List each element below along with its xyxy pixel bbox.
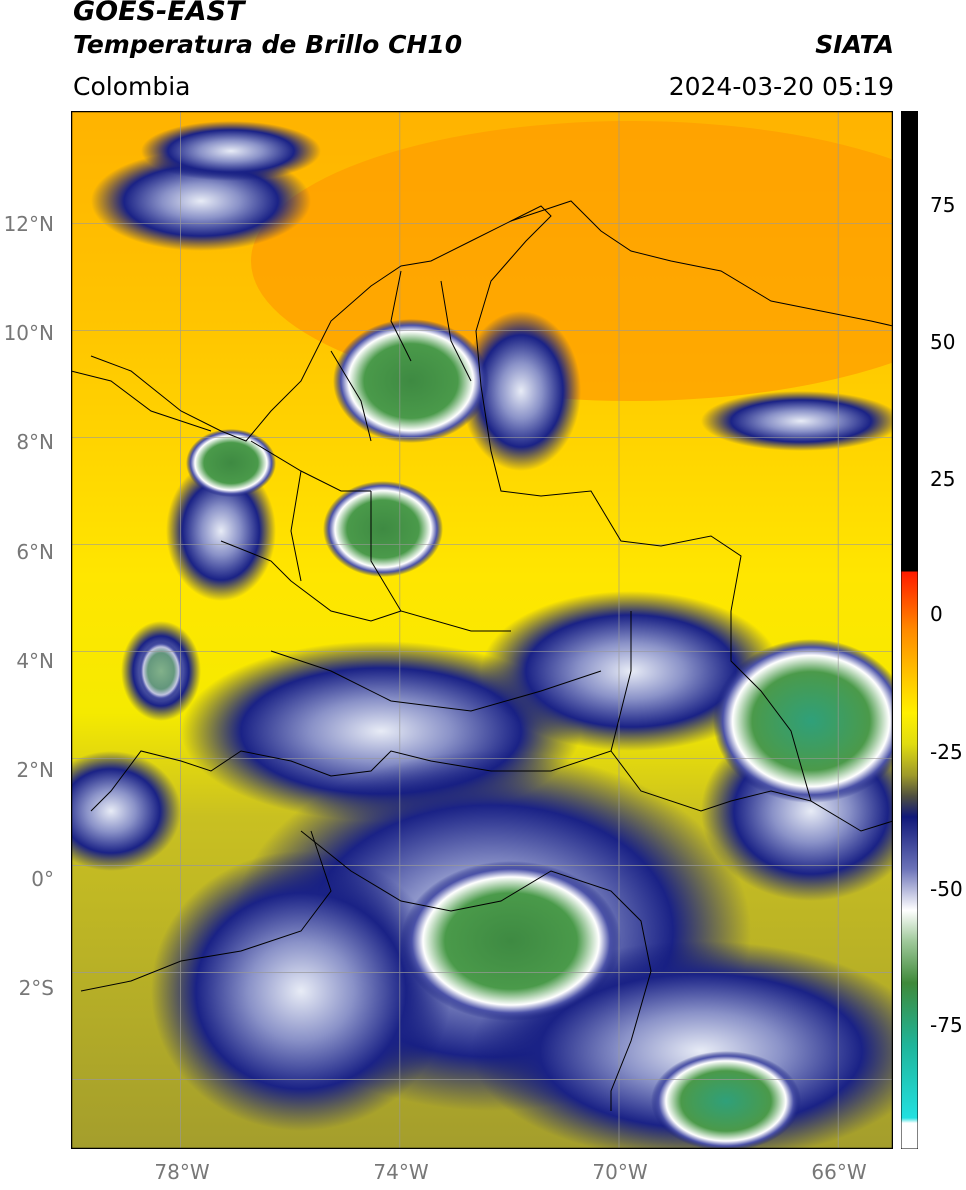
lon-tick-label: 66°W <box>811 1160 867 1184</box>
lat-tick-label: 4°N <box>16 649 54 673</box>
lon-tick-label: 70°W <box>592 1160 648 1184</box>
colorbar-tick-label: 0 <box>930 602 943 626</box>
lon-tick-label: 74°W <box>373 1160 429 1184</box>
map-gridlines <box>71 111 893 1149</box>
lat-tick-label: 2°S <box>18 976 54 1000</box>
venezuela-coast <box>510 200 893 327</box>
temperature-colorbar <box>901 111 918 1149</box>
convective-cores <box>139 319 893 1149</box>
colorbar-tick-label: 25 <box>930 467 956 491</box>
source-label: SIATA <box>815 30 894 59</box>
peru-border <box>300 830 652 1111</box>
colombia-southeast-border <box>90 611 632 812</box>
boundaries <box>71 200 893 1111</box>
colorbar-tick-label: 50 <box>930 330 956 354</box>
panama-coast <box>71 370 212 432</box>
lat-tick-label: 8°N <box>16 430 54 454</box>
lat-tick-label: 10°N <box>3 321 54 345</box>
lat-tick-label: 12°N <box>3 212 54 236</box>
lat-tick-label: 0° <box>31 867 54 891</box>
colombia-border <box>90 205 893 832</box>
colorbar-tick-label: -50 <box>930 877 963 901</box>
satellite-title: GOES-EAST <box>73 0 245 27</box>
timestamp-label: 2024-03-20 05:19 <box>668 72 894 101</box>
internal-departments <box>220 270 602 712</box>
map-frame <box>71 111 893 1149</box>
lat-tick-label: 2°N <box>16 758 54 782</box>
brightness-temperature-map <box>71 111 893 1149</box>
region-label: Colombia <box>73 72 191 101</box>
colorbar-tick-label: 75 <box>930 193 956 217</box>
colorbar-tick-label: -75 <box>930 1013 963 1037</box>
lon-tick-label: 78°W <box>154 1160 210 1184</box>
brazil-border <box>610 750 812 812</box>
colorbar-tick-label: -25 <box>930 740 963 764</box>
cold-cloud-regions <box>71 121 893 1149</box>
lat-tick-label: 6°N <box>16 540 54 564</box>
ecuador-peru-border <box>80 830 332 992</box>
product-title: Temperatura de Brillo CH10 <box>73 30 463 59</box>
